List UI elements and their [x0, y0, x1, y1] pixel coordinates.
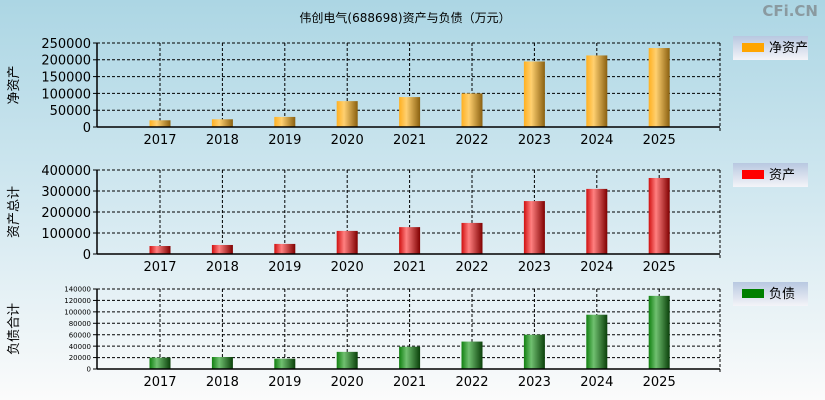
legend-label: 净资产 — [769, 41, 808, 56]
y-tick-label: 80000 — [69, 320, 91, 328]
bar-2023 — [523, 201, 545, 254]
x-tick-label: 2018 — [206, 375, 239, 390]
chart-title: 伟创电气(688698)资产与负债（万元） — [299, 10, 510, 25]
y-axis-label: 负债合计 — [7, 303, 22, 355]
bar-2024 — [586, 55, 608, 127]
x-tick-label: 2025 — [643, 133, 676, 148]
bar-2025 — [648, 177, 670, 254]
legend-swatch — [742, 289, 764, 298]
x-tick-label: 2022 — [455, 375, 488, 390]
bar-2024 — [586, 314, 608, 369]
y-tick-label: 100000 — [41, 227, 91, 242]
y-tick-label: 400000 — [41, 164, 91, 179]
y-tick-label: 50000 — [50, 104, 91, 119]
bar-2021 — [399, 346, 421, 369]
bar-2021 — [399, 227, 421, 254]
y-tick-label: 200000 — [41, 206, 91, 221]
x-tick-label: 2025 — [643, 260, 676, 275]
y-tick-label: 100000 — [64, 309, 91, 317]
bar-2025 — [648, 48, 670, 127]
x-tick-label: 2021 — [393, 133, 426, 148]
y-tick-label: 200000 — [41, 54, 91, 69]
x-tick-label: 2017 — [143, 375, 176, 390]
y-tick-label: 300000 — [41, 185, 91, 200]
bar-2024 — [586, 188, 608, 254]
bar-2018 — [211, 244, 233, 254]
bar-2020 — [336, 101, 358, 127]
x-tick-label: 2020 — [331, 133, 364, 148]
y-tick-label: 140000 — [64, 286, 91, 294]
y-tick-label: 100000 — [41, 87, 91, 102]
x-tick-label: 2024 — [580, 260, 613, 275]
x-tick-label: 2020 — [331, 375, 364, 390]
y-tick-label: 20000 — [69, 354, 91, 362]
bar-2020 — [336, 230, 358, 254]
y-tick-label: 150000 — [41, 71, 91, 86]
y-tick-label: 250000 — [41, 37, 91, 52]
x-tick-label: 2024 — [580, 133, 613, 148]
bar-2022 — [461, 341, 483, 369]
bar-2025 — [648, 295, 670, 369]
legend-label: 负债 — [769, 287, 795, 302]
x-tick-label: 2019 — [268, 375, 301, 390]
legend: 负债 — [733, 282, 808, 306]
x-tick-label: 2025 — [643, 375, 676, 390]
legend: 净资产 — [733, 36, 808, 60]
x-tick-label: 2022 — [455, 133, 488, 148]
y-tick-label: 40000 — [69, 343, 91, 351]
bar-2018 — [211, 119, 233, 127]
bar-2022 — [461, 93, 483, 127]
y-tick-label: 120000 — [64, 297, 91, 305]
x-tick-label: 2024 — [580, 375, 613, 390]
bar-2021 — [399, 97, 421, 127]
x-tick-label: 2021 — [393, 260, 426, 275]
chart-panel-3: 0 20000 40000 60000 80000 100000 120000 140000 2… — [7, 282, 808, 390]
legend-swatch — [742, 170, 764, 179]
x-tick-label: 2019 — [268, 260, 301, 275]
x-tick-label: 2022 — [455, 260, 488, 275]
legend-label: 资产 — [769, 168, 795, 183]
watermark: CFi.CN — [762, 2, 818, 20]
bar-2019 — [274, 116, 296, 127]
bar-2017 — [149, 357, 171, 369]
y-tick-label: 60000 — [69, 331, 91, 339]
x-tick-label: 2017 — [143, 260, 176, 275]
y-tick-label: 0 — [87, 366, 91, 374]
x-tick-label: 2023 — [518, 260, 551, 275]
x-tick-label: 2023 — [518, 133, 551, 148]
x-tick-label: 2018 — [206, 133, 239, 148]
bar-2020 — [336, 351, 358, 369]
y-axis-label: 净资产 — [7, 65, 22, 104]
y-tick-label: 0 — [83, 121, 91, 136]
bar-2022 — [461, 222, 483, 254]
legend: 资产 — [733, 163, 808, 187]
x-tick-label: 2018 — [206, 260, 239, 275]
bar-2017 — [149, 246, 171, 254]
y-axis-label: 资产总计 — [7, 186, 22, 238]
bar-2019 — [274, 358, 296, 369]
x-tick-label: 2020 — [331, 260, 364, 275]
bar-2019 — [274, 243, 296, 254]
bar-2023 — [523, 61, 545, 128]
x-tick-label: 2023 — [518, 375, 551, 390]
bar-2017 — [149, 120, 171, 127]
x-tick-label: 2017 — [143, 133, 176, 148]
x-tick-label: 2019 — [268, 133, 301, 148]
legend-swatch — [742, 43, 764, 52]
bar-2018 — [211, 357, 233, 369]
x-tick-label: 2021 — [393, 375, 426, 390]
y-tick-label: 0 — [83, 248, 91, 263]
bar-2023 — [523, 334, 545, 369]
chart-panel-2: 0 100000 200000 300000 400000 2017 2018 2019 202… — [7, 163, 808, 275]
